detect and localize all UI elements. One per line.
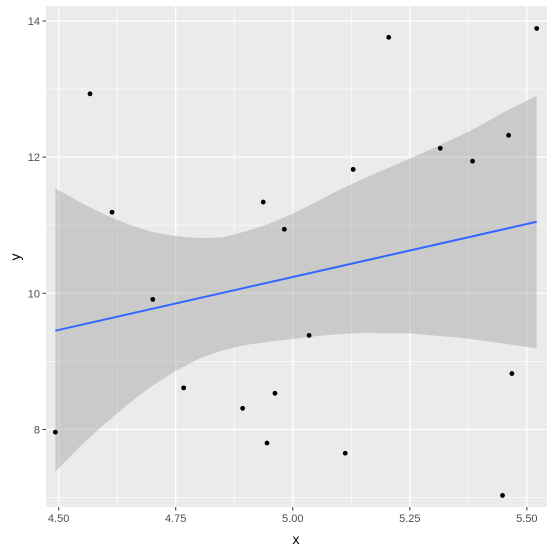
data-point: [281, 226, 287, 232]
y-tick-label: 8: [34, 424, 40, 436]
data-point: [150, 296, 156, 302]
x-tick-label: 5.00: [282, 513, 303, 525]
fit-line-layer: [55, 220, 537, 332]
data-point: [264, 440, 270, 446]
data-point: [181, 385, 187, 391]
data-point: [109, 209, 115, 215]
x-axis: 4.50 4.75 5.00 5.25 5.50: [48, 507, 538, 525]
confidence-band-layer: [55, 95, 537, 472]
y-tick-label: 14: [28, 16, 40, 28]
data-point: [342, 450, 348, 456]
x-axis-title: x: [293, 531, 300, 547]
y-tick-label: 12: [28, 152, 40, 164]
major-gridlines: [46, 6, 547, 507]
data-point: [260, 199, 266, 205]
data-point: [470, 158, 475, 164]
points-layer: [52, 26, 540, 498]
confidence-band: [55, 95, 537, 472]
y-tick-label: 10: [28, 288, 40, 300]
regression-line: [55, 220, 537, 332]
data-point: [534, 26, 540, 31]
y-axis: 8 10 12 14: [28, 16, 46, 436]
x-tick-label: 5.25: [399, 513, 420, 525]
plot-panel: [46, 6, 547, 507]
minor-gridlines: [46, 6, 547, 507]
y-axis-title: y: [7, 254, 23, 261]
data-point: [509, 371, 515, 376]
data-point: [87, 91, 93, 97]
data-point: [506, 132, 512, 138]
data-point: [386, 34, 392, 40]
x-tick-label: 4.50: [48, 513, 69, 525]
data-point: [437, 145, 443, 151]
data-point: [306, 333, 312, 338]
x-tick-label: 5.50: [516, 513, 537, 525]
data-point: [272, 390, 278, 396]
data-point: [350, 166, 356, 172]
x-tick-label: 4.75: [165, 513, 186, 525]
data-point: [52, 429, 58, 435]
data-point: [240, 405, 246, 411]
data-point: [500, 493, 505, 498]
